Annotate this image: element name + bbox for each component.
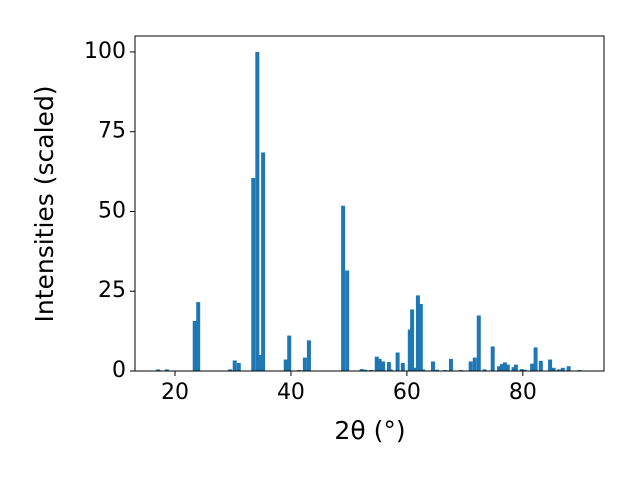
bar xyxy=(164,369,169,371)
x-tick-label: 20 xyxy=(161,380,189,405)
bar xyxy=(415,295,420,371)
bar xyxy=(192,320,197,371)
bar xyxy=(196,302,201,371)
y-axis-label: Intensities (scaled) xyxy=(30,85,59,322)
bar xyxy=(522,369,527,371)
bar xyxy=(232,360,237,371)
bar xyxy=(388,369,393,371)
bar xyxy=(261,152,266,371)
bar xyxy=(156,369,161,371)
bar xyxy=(560,367,565,371)
bar xyxy=(551,367,556,371)
bar xyxy=(472,357,477,371)
y-tick-label: 50 xyxy=(98,198,126,223)
bar xyxy=(236,363,241,371)
bar xyxy=(505,364,510,371)
plot-frame xyxy=(134,35,605,372)
bar xyxy=(556,369,561,371)
bar xyxy=(418,304,423,371)
bar xyxy=(511,367,516,371)
bar xyxy=(386,362,391,371)
bar xyxy=(345,270,350,371)
bar xyxy=(377,358,382,371)
bar xyxy=(502,362,507,371)
bar xyxy=(468,361,473,371)
bar xyxy=(421,369,426,371)
bar xyxy=(413,367,418,371)
x-tick-label: 60 xyxy=(393,380,421,405)
bar xyxy=(482,369,487,371)
y-tick-label: 75 xyxy=(98,119,126,144)
bar xyxy=(407,329,412,371)
y-tick-label: 0 xyxy=(112,358,126,383)
bar xyxy=(410,309,415,371)
bar xyxy=(435,369,440,371)
bar xyxy=(513,364,518,371)
y-tick-label: 25 xyxy=(98,278,126,303)
bar xyxy=(255,51,260,371)
bar xyxy=(302,357,307,371)
bar xyxy=(363,369,368,371)
x-axis-label: 2θ (°) xyxy=(334,416,405,445)
bar xyxy=(287,335,292,371)
bar xyxy=(258,355,263,371)
bar xyxy=(530,363,535,371)
x-tick-label: 80 xyxy=(509,380,537,405)
bar xyxy=(430,361,435,371)
bar xyxy=(283,359,288,371)
bar xyxy=(476,315,481,371)
bar xyxy=(341,205,346,371)
bar xyxy=(306,340,311,371)
bar xyxy=(566,366,571,371)
bar xyxy=(533,347,538,371)
bar xyxy=(251,177,256,371)
bar xyxy=(448,358,453,371)
x-tick-label: 40 xyxy=(277,380,305,405)
y-tick-label: 100 xyxy=(84,39,126,64)
bar xyxy=(519,369,524,371)
bar xyxy=(228,369,233,371)
bar xyxy=(538,360,543,371)
bar xyxy=(490,346,495,371)
bar xyxy=(400,363,405,371)
bar xyxy=(548,359,553,371)
bar xyxy=(381,361,386,371)
bar xyxy=(374,356,379,371)
bar xyxy=(359,369,364,371)
bar xyxy=(497,366,502,371)
bar xyxy=(395,352,400,371)
bar xyxy=(499,363,504,371)
